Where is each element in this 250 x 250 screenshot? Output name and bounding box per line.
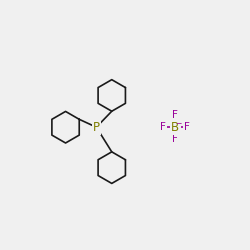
Text: F: F	[184, 122, 190, 132]
Text: B: B	[171, 121, 179, 134]
Text: −: −	[176, 119, 182, 128]
Text: P: P	[93, 121, 100, 134]
Text: F: F	[160, 122, 166, 132]
Text: F: F	[172, 110, 178, 120]
Text: F: F	[172, 134, 178, 144]
